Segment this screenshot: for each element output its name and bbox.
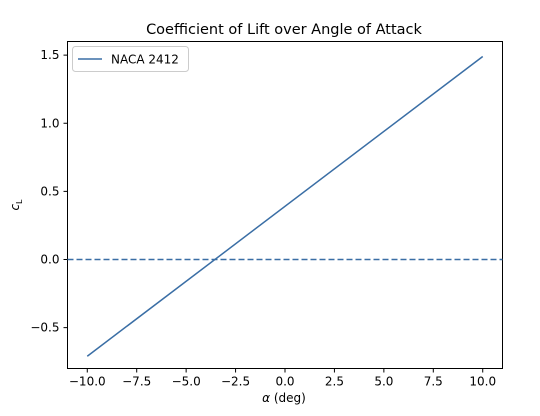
x-tick-label-10-0: −10.0 <box>69 375 106 389</box>
x-tick-label-2-5: −2.5 <box>221 375 250 389</box>
x-tick-label-5-0: 5.0 <box>374 375 393 389</box>
y-axis-ticks: −0.5 0.0 0.5 1.0 1.5 <box>30 48 68 335</box>
x-axis-label: α (deg) <box>262 391 306 405</box>
x-axis-ticks: −10.0 −7.5 −5.0 −2.5 0.0 2.5 5.0 7.5 10.0 <box>69 368 496 389</box>
legend-box <box>72 46 189 72</box>
x-tick-label-0-0: 0.0 <box>275 375 294 389</box>
y-tick-label-1-5: 1.5 <box>40 48 59 62</box>
y-tick-label-0-5: 0.5 <box>40 184 59 198</box>
y-tick-label-0-0: 0.0 <box>40 253 59 267</box>
x-tick-label-5-0: −5.0 <box>172 375 201 389</box>
y-tick-label-0-5: −0.5 <box>30 321 59 335</box>
x-tick-label-2-5: 2.5 <box>325 375 344 389</box>
legend: NACA 2412 <box>72 46 189 72</box>
x-tick-label-7-5: −7.5 <box>122 375 151 389</box>
x-tick-label-7-5: 7.5 <box>424 375 443 389</box>
series-line-naca-2412 <box>86 55 484 357</box>
y-tick-label-1-0: 1.0 <box>40 116 59 130</box>
chart-title: Coefficient of Lift over Angle of Attack <box>146 22 422 38</box>
series-lines <box>86 55 484 357</box>
x-tick-label-10-0: 10.0 <box>469 375 496 389</box>
legend-label-naca-2412: NACA 2412 <box>111 53 179 67</box>
y-axis-label: cL <box>8 199 24 211</box>
